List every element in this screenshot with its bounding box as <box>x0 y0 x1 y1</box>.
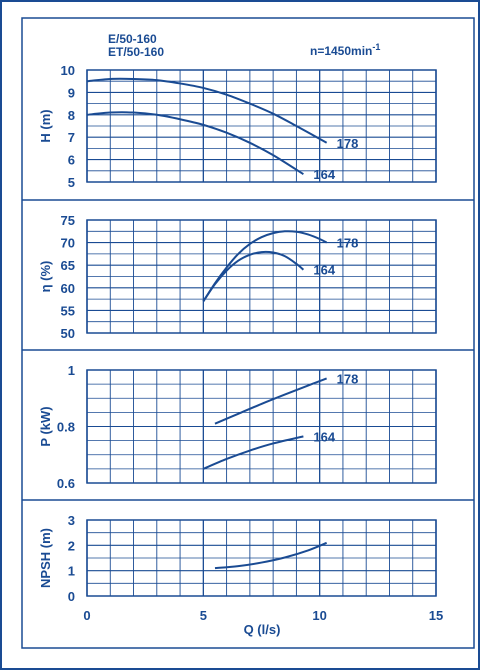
y-axis-label: P (kW) <box>38 406 53 446</box>
inner-frame <box>21 17 475 649</box>
y-tick-label: 6 <box>68 153 75 168</box>
y-tick-label: 0.6 <box>57 476 75 491</box>
y-tick-label: 10 <box>61 63 75 78</box>
y-axis-label: NPSH (m) <box>38 528 53 588</box>
y-tick-label: 60 <box>61 281 75 296</box>
y-tick-label: 5 <box>68 175 75 190</box>
y-tick-label: 3 <box>68 513 75 528</box>
series-line-164 <box>202 250 305 302</box>
y-axis-label: H (m) <box>38 109 53 142</box>
series-line-178 <box>214 377 328 425</box>
x-axis: 0 5 10 15 <box>83 608 443 623</box>
y-tick-label: 50 <box>61 326 75 341</box>
series-line-178 <box>86 77 328 144</box>
series-label-164: 164 <box>313 429 335 444</box>
y-tick-label: 75 <box>61 213 75 228</box>
x-tick-label: 0 <box>83 608 90 623</box>
y-tick-label: 8 <box>68 108 75 123</box>
x-tick-label: 10 <box>312 608 326 623</box>
chart-head: 5 6 7 8 9 10 H (m) 178 164 <box>38 63 437 190</box>
chart-power: 0.6 0.8 1 P (kW) 178 164 <box>38 363 437 491</box>
y-tick-label: 9 <box>68 85 75 100</box>
y-tick-label: 1 <box>68 564 75 579</box>
plot-frame <box>86 519 437 597</box>
series-label-164: 164 <box>313 263 335 278</box>
plot-frame <box>86 219 437 334</box>
series-label-178: 178 <box>337 371 359 386</box>
series-line-164 <box>86 111 304 176</box>
y-tick-label: 55 <box>61 303 75 318</box>
series-label-178: 178 <box>337 136 359 151</box>
y-tick-label: 0.8 <box>57 420 75 435</box>
x-tick-label: 15 <box>429 608 443 623</box>
plot-frame <box>86 69 437 183</box>
plot-frame <box>86 369 437 484</box>
series-label-164: 164 <box>313 167 335 182</box>
y-tick-label: 70 <box>61 236 75 251</box>
speed-exponent: -1 <box>372 42 380 52</box>
series-line-164 <box>202 435 304 470</box>
y-tick-label: 65 <box>61 258 75 273</box>
series-line <box>214 541 328 570</box>
y-axis-label: η (%) <box>38 261 53 293</box>
chart-npsh: 0 1 2 3 NPSH (m) <box>38 513 437 604</box>
series-line-178 <box>202 230 328 302</box>
speed-text: n=1450min <box>310 44 372 58</box>
model-name-1: E/50-160 <box>108 32 157 46</box>
speed-label: n=1450min-1 <box>310 42 380 58</box>
y-tick-label: 0 <box>68 589 75 604</box>
y-tick-label: 1 <box>68 363 75 378</box>
x-tick-label: 5 <box>200 608 207 623</box>
model-name-2: ET/50-160 <box>108 45 164 59</box>
series-label-178: 178 <box>337 236 359 251</box>
y-tick-label: 7 <box>68 130 75 145</box>
x-axis-label: Q (l/s) <box>244 622 281 637</box>
y-tick-label: 2 <box>68 538 75 553</box>
